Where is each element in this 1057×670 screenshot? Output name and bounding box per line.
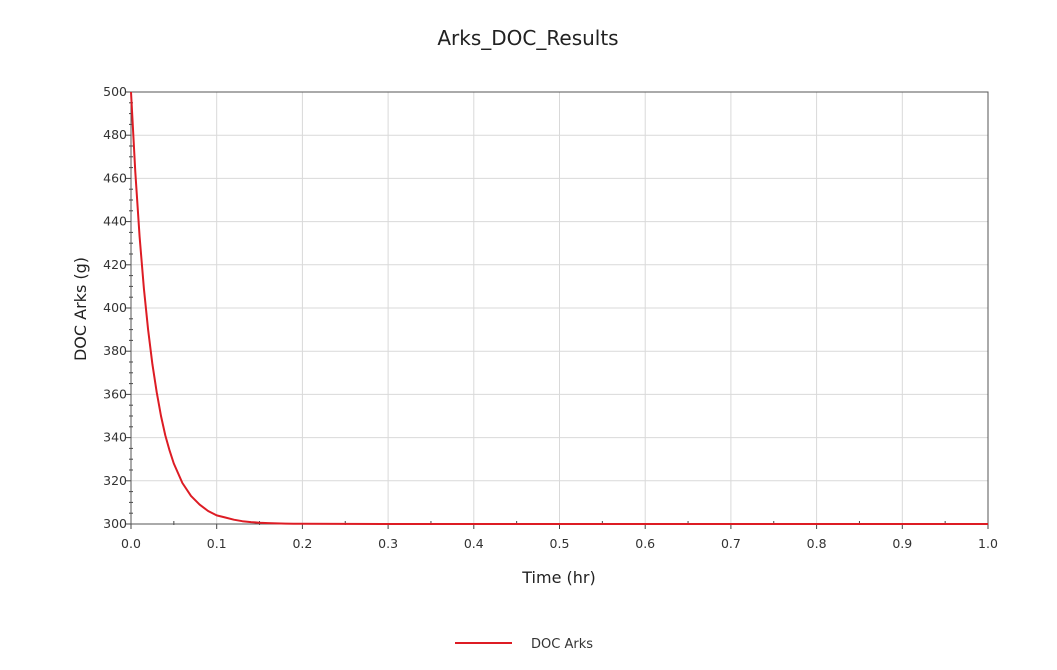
x-tick-label: 1.0 xyxy=(978,536,998,551)
series-line-doc-arks xyxy=(130,91,988,525)
x-tick-label: 0.5 xyxy=(550,536,570,551)
y-tick-label: 320 xyxy=(103,473,127,488)
grid-lines xyxy=(131,92,988,524)
x-tick-label: 0.0 xyxy=(121,536,141,551)
legend: DOC Arks xyxy=(455,637,593,652)
y-tick-label: 300 xyxy=(103,516,127,531)
x-tick-label: 0.3 xyxy=(378,536,398,551)
series-group xyxy=(130,91,988,525)
x-axis-title: Time (hr) xyxy=(521,568,595,587)
y-tick-label: 340 xyxy=(103,430,127,445)
x-tick-label: 0.6 xyxy=(635,536,655,551)
y-tick-label: 380 xyxy=(103,343,127,358)
x-tick-label: 0.2 xyxy=(292,536,312,551)
x-tick-label: 0.1 xyxy=(207,536,227,551)
chart-title: Arks_DOC_Results xyxy=(437,26,618,50)
y-tick-label: 440 xyxy=(103,214,127,229)
x-tick-label: 0.4 xyxy=(464,536,484,551)
y-tick-label: 480 xyxy=(103,127,127,142)
x-tick-label: 0.7 xyxy=(721,536,741,551)
y-tick-label: 400 xyxy=(103,300,127,315)
y-tick-label: 500 xyxy=(103,84,127,99)
y-axis: 300 320 340 360 380 400 420 440 460 480 500 xyxy=(103,84,133,531)
x-tick-label: 0.8 xyxy=(807,536,827,551)
x-tick-label: 0.9 xyxy=(892,536,912,551)
x-axis: 0.0 0.1 0.2 0.3 0.4 0.5 0.6 0.7 0.8 0.9 1.0 xyxy=(121,521,998,551)
legend-label: DOC Arks xyxy=(531,637,593,652)
y-tick-label: 460 xyxy=(103,170,127,185)
y-tick-label: 360 xyxy=(103,386,127,401)
y-tick-label: 420 xyxy=(103,257,127,272)
y-axis-title: DOC Arks (g) xyxy=(71,257,90,361)
